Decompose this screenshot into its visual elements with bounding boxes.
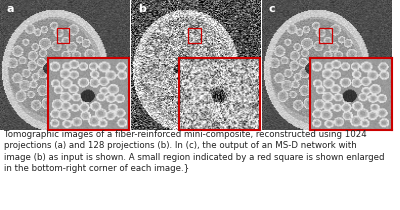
Text: b: b (138, 4, 146, 14)
Bar (57, 29, 70, 43)
Bar (319, 29, 332, 43)
Bar (188, 29, 201, 43)
Text: c: c (269, 4, 276, 14)
Text: Tomographic images of a fiber-reinforced mini-composite, reconstructed using 102: Tomographic images of a fiber-reinforced… (4, 130, 384, 173)
Text: a: a (6, 4, 14, 14)
